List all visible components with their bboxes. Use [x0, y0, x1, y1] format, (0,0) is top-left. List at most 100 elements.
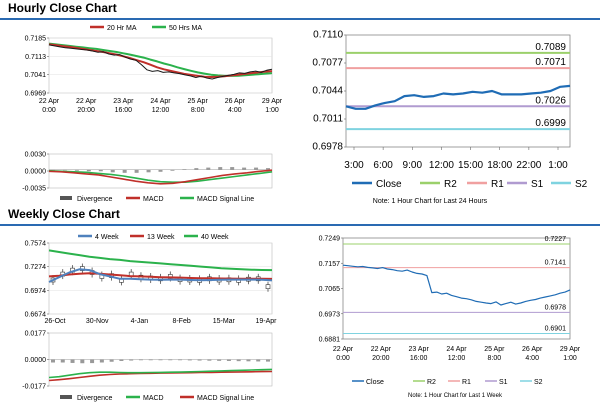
- weekly-pivot-xtick-line: 20:00: [372, 355, 390, 362]
- weekly-main-candle-body: [265, 284, 271, 290]
- weekly-macd-divergence-bar: [226, 359, 231, 361]
- weekly-pivot-xtick-line: 12:00: [448, 355, 466, 362]
- weekly-main-xtick: 4-Jan: [131, 318, 149, 325]
- weekly-main-xtick: 8-Feb: [172, 318, 190, 325]
- hourly-pivot-note: Note: 1 Hour Chart for Last 24 Hours: [373, 198, 488, 205]
- hourly-main-legend-ma50-label: 50 Hrs MA: [169, 25, 202, 32]
- hourly-main-xtick-line: 0:00: [42, 107, 56, 114]
- hourly-main-ytick: 0.7041: [25, 72, 47, 79]
- hourly-macd-divergence-bar: [254, 167, 259, 170]
- hourly-pivot-ytick: 0.7110: [313, 30, 343, 41]
- hourly-macd-legend-signal-label: MACD Signal Line: [197, 196, 254, 203]
- weekly-macd-divergence-bar: [138, 359, 143, 361]
- hourly-macd-divergence-bar: [206, 167, 211, 170]
- weekly-pivot-xtick-line: 22 Apr: [333, 346, 354, 353]
- hourly-macd-signal-line: [48, 169, 273, 183]
- hourly-pivot-xtick: 12:00: [429, 160, 454, 171]
- weekly-pivot-level-label: 0.7141: [545, 260, 567, 267]
- weekly-macd-divergence-bar: [217, 359, 222, 361]
- weekly-macd-ytick: 0.0177: [25, 331, 47, 338]
- weekly-macd-legend-signal-label: MACD Signal Line: [197, 395, 254, 402]
- weekly-main-legend-40w-label: 40 Week: [201, 234, 229, 241]
- weekly-pivot-xtick: 22 Apr 20:00: [371, 346, 392, 362]
- weekly-macd-legend-divergence-label: Divergence: [77, 395, 113, 402]
- hourly-pivot-ytick: 0.7044: [312, 86, 343, 97]
- hourly-macd-legend-macd-label: MACD: [143, 196, 164, 203]
- weekly-macd-divergence-bar: [246, 359, 251, 362]
- hourly-macd-divergence-bar: [266, 168, 270, 170]
- hourly-main-xtick-line: 8:00: [191, 107, 205, 114]
- hourly-pivot-xtick: 15:00: [458, 160, 483, 171]
- hourly-main-xtick-line: 1:00: [265, 107, 279, 114]
- hourly-main-xtick: 29 Apr 1:00: [262, 98, 283, 114]
- hourly-section-title: Hourly Close Chart: [8, 1, 117, 15]
- hourly-macd-divergence-bar: [74, 169, 79, 171]
- hourly-main-xtick-line: 22 Apr: [76, 98, 97, 105]
- weekly-pivot-level-label: 0.6978: [545, 304, 567, 311]
- hourly-main-legend-ma20-label: 20 Hr MA: [107, 25, 137, 32]
- hourly-macd-macd-line: [48, 169, 273, 185]
- hourly-main-xtick: 26 Apr 4:00: [225, 98, 246, 114]
- hourly-main-xtick-line: 26 Apr: [225, 98, 246, 105]
- weekly-pivot-xtick-line: 1:00: [563, 355, 577, 362]
- hourly-macd-legend-divergence-swatch: [60, 196, 72, 200]
- weekly-pivot-xtick-line: 0:00: [336, 355, 350, 362]
- weekly-pivot-ytick: 0.7065: [319, 286, 341, 293]
- weekly-main-ytick: 0.7574: [25, 241, 47, 248]
- weekly-macd-divergence-bar: [178, 359, 183, 361]
- weekly-pivot-legend-label: R1: [462, 379, 471, 386]
- hourly-pivot-legend-label: S2: [575, 179, 588, 190]
- hourly-main-xtick: 22 Apr 0:00: [39, 98, 60, 114]
- weekly-pivot-ytick: 0.7249: [319, 236, 341, 243]
- hourly-pivot-level-label: 0.7089: [535, 42, 566, 53]
- hourly-main-xtick-line: 29 Apr: [262, 98, 283, 105]
- weekly-pivot-ytick: 0.6881: [319, 337, 341, 344]
- weekly-pivot-close-line: [342, 264, 571, 306]
- hourly-main-xtick-line: 16:00: [115, 107, 133, 114]
- weekly-macd-divergence-bar: [51, 359, 55, 363]
- hourly-macd-divergence-bar: [122, 169, 127, 173]
- hourly-macd-divergence-bar: [182, 169, 187, 170]
- hourly-macd-divergence-bar: [230, 167, 235, 170]
- weekly-macd-divergence-bar: [119, 359, 124, 361]
- weekly-macd-divergence-bar: [168, 359, 173, 361]
- weekly-pivot-xtick: 24 Apr 12:00: [446, 346, 467, 362]
- hourly-macd-ytick: -0.0035: [22, 186, 46, 193]
- weekly-pivot-xtick: 25 Apr 8:00: [484, 346, 505, 362]
- weekly-macd-divergence-bar: [109, 359, 114, 362]
- hourly-main-frame: [48, 37, 273, 94]
- weekly-macd-divergence-bar: [70, 359, 75, 363]
- hourly-main-xtick-line: 4:00: [228, 107, 242, 114]
- hourly-pivot-xtick: 6:00: [373, 160, 393, 171]
- weekly-pivot-legend-label: R2: [427, 379, 436, 386]
- hourly-pivot-legend-label: Close: [376, 179, 402, 190]
- weekly-macd-divergence-bar: [158, 359, 163, 361]
- weekly-pivot-xtick-line: 4:00: [525, 355, 539, 362]
- hourly-macd-divergence-bar: [134, 169, 139, 173]
- weekly-macd-divergence-bar: [90, 359, 95, 364]
- weekly-pivot-note: Note: 1 Hour Chart for Last 1 Week: [408, 393, 503, 399]
- weekly-macd-ytick: 0.0000: [25, 357, 47, 364]
- weekly-macd-divergence-bar: [197, 359, 202, 361]
- hourly-main-ytick: 0.7185: [25, 36, 47, 43]
- hourly-main-xtick-line: 12:00: [152, 107, 170, 114]
- hourly-main-xtick-line: 25 Apr: [188, 98, 209, 105]
- hourly-macd-ytick: 0.0000: [25, 169, 47, 176]
- hourly-macd-ytick: 0.0030: [25, 152, 47, 159]
- weekly-macd-macd-line: [48, 368, 273, 379]
- hourly-main-xtick-line: 23 Apr: [113, 98, 134, 105]
- hourly-macd-divergence-bar: [146, 169, 151, 173]
- weekly-main-40w-line: [48, 249, 273, 272]
- hourly-macd-divergence-bar: [51, 169, 55, 171]
- hourly-main-xtick-line: 24 Apr: [150, 98, 171, 105]
- weekly-pivot-xtick-line: 23 Apr: [409, 346, 430, 353]
- hourly-pivot-xtick: 9:00: [403, 160, 423, 171]
- weekly-main-4w-line: [48, 268, 273, 283]
- hourly-main-xtick: 24 Apr 12:00: [150, 98, 171, 114]
- weekly-macd-divergence-bar: [207, 359, 212, 361]
- weekly-pivot-xtick: 23 Apr 16:00: [409, 346, 430, 362]
- hourly-macd-divergence-bar: [218, 167, 223, 170]
- weekly-pivot-xtick-line: 26 Apr: [522, 346, 543, 353]
- weekly-main-ytick: 0.6974: [25, 288, 47, 295]
- weekly-macd-divergence-bar: [187, 359, 192, 361]
